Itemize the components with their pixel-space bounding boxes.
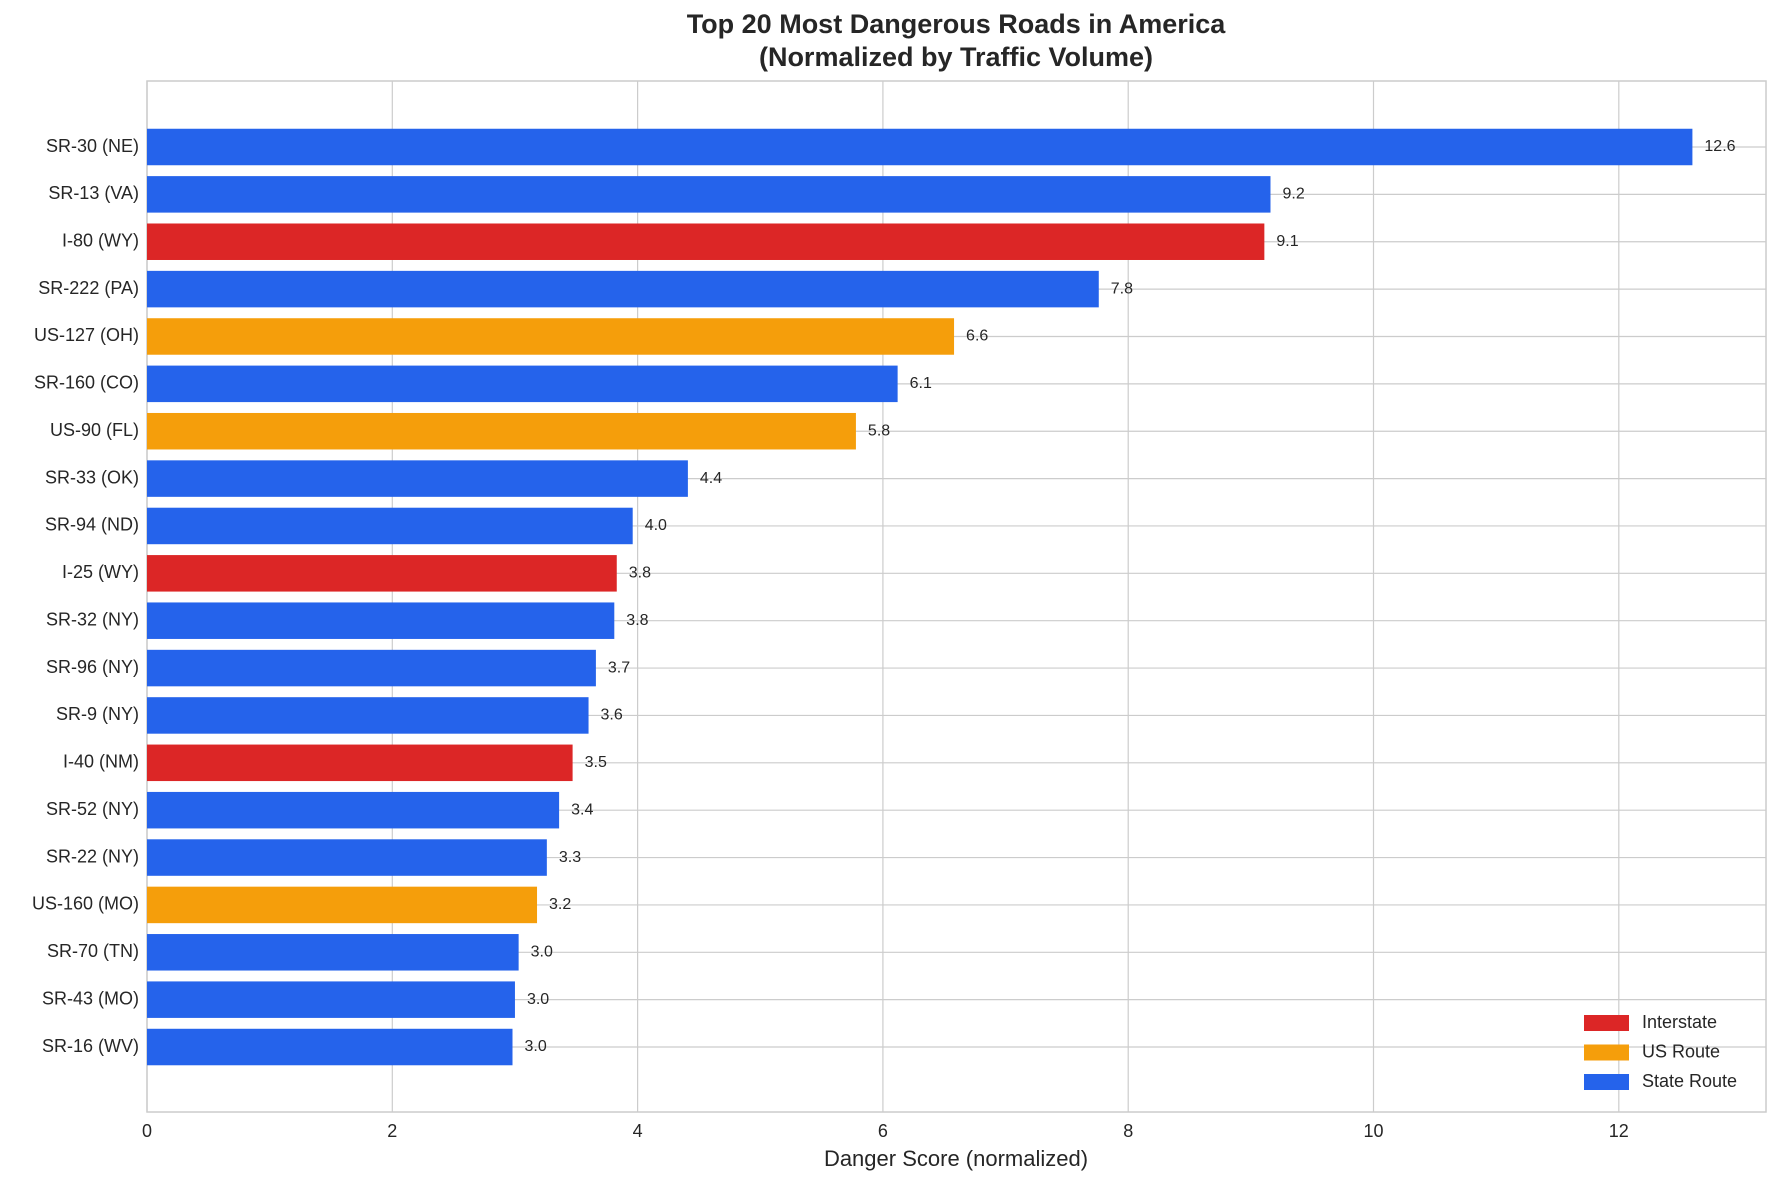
x-tick-label: 4 [633, 1121, 643, 1141]
y-tick-label: SR-30 (NE) [46, 136, 139, 156]
value-label: 3.0 [531, 944, 553, 961]
value-label: 3.5 [585, 754, 607, 771]
bar [147, 128, 1693, 166]
bar [147, 602, 615, 639]
value-label: 3.0 [525, 1038, 547, 1055]
legend-swatch [1584, 1074, 1629, 1090]
bar [147, 934, 519, 971]
y-tick-label: I-40 (NM) [63, 752, 139, 772]
value-label: 3.2 [549, 896, 571, 913]
y-tick-label: SR-32 (NY) [46, 609, 139, 629]
value-label: 6.1 [910, 375, 932, 392]
y-tick-label: SR-96 (NY) [46, 657, 139, 677]
y-tick-label: SR-52 (NY) [46, 799, 139, 819]
bar [147, 744, 573, 782]
value-label: 3.3 [559, 849, 581, 866]
x-tick-label: 12 [1609, 1121, 1629, 1141]
y-tick-label: US-127 (OH) [34, 325, 139, 345]
chart-title: Top 20 Most Dangerous Roads in America [687, 9, 1227, 39]
value-label: 3.8 [629, 565, 651, 582]
value-label: 9.2 [1282, 186, 1304, 203]
value-label: 4.0 [645, 517, 667, 534]
y-tick-label: SR-16 (WV) [42, 1036, 139, 1056]
y-tick-label: SR-94 (ND) [45, 515, 139, 535]
x-tick-label: 0 [142, 1121, 152, 1141]
bar [147, 697, 589, 734]
plot-frame [146, 80, 1767, 1113]
y-tick-label: I-25 (WY) [62, 562, 139, 582]
value-label: 3.8 [626, 612, 648, 629]
bar [147, 318, 955, 355]
x-tick-label: 8 [1123, 1121, 1133, 1141]
bar [147, 507, 633, 545]
chart-subtitle: (Normalized by Traffic Volume) [759, 42, 1153, 72]
bar [147, 1028, 513, 1066]
bar [147, 460, 688, 497]
y-tick-label: SR-22 (NY) [46, 846, 139, 866]
y-tick-label: US-160 (MO) [32, 894, 139, 914]
y-tick-label: SR-33 (OK) [45, 467, 139, 487]
bar [147, 839, 547, 876]
y-tick-label: SR-222 (PA) [38, 278, 139, 298]
bar [147, 223, 1265, 260]
x-axis-label: Danger Score (normalized) [824, 1146, 1088, 1171]
y-tick-label: I-80 (WY) [62, 230, 139, 250]
bar [147, 981, 515, 1018]
bar [147, 270, 1099, 308]
value-label: 3.4 [571, 801, 593, 818]
x-tick-label: 6 [878, 1121, 888, 1141]
legend-swatch [1584, 1044, 1629, 1061]
bar [147, 791, 560, 829]
value-label: 5.8 [868, 422, 890, 439]
legend-label: State Route [1642, 1071, 1737, 1091]
value-label: 7.8 [1111, 280, 1133, 297]
legend-label: Interstate [1642, 1012, 1717, 1032]
y-tick-label: SR-70 (TN) [47, 941, 139, 961]
legend-swatch [1584, 1015, 1629, 1031]
bar [147, 555, 617, 592]
value-label: 3.7 [608, 659, 630, 676]
value-label: 3.6 [601, 707, 623, 724]
y-tick-label: SR-9 (NY) [56, 704, 139, 724]
bar [147, 412, 856, 450]
bar [147, 886, 538, 924]
x-tick-label: 2 [387, 1121, 397, 1141]
value-label: 4.4 [700, 470, 722, 487]
x-tick-label: 10 [1363, 1121, 1383, 1141]
legend-label: US Route [1642, 1041, 1720, 1061]
y-tick-label: SR-43 (MO) [42, 988, 139, 1008]
bar [147, 649, 596, 687]
value-label: 12.6 [1704, 138, 1735, 155]
bar [147, 176, 1271, 213]
value-label: 6.6 [966, 328, 988, 345]
y-tick-label: SR-160 (CO) [34, 373, 139, 393]
y-tick-label: SR-13 (VA) [48, 183, 139, 203]
bar [147, 365, 898, 403]
y-tick-label: US-90 (FL) [50, 420, 139, 440]
value-label: 9.1 [1276, 233, 1298, 250]
value-label: 3.0 [527, 991, 549, 1008]
